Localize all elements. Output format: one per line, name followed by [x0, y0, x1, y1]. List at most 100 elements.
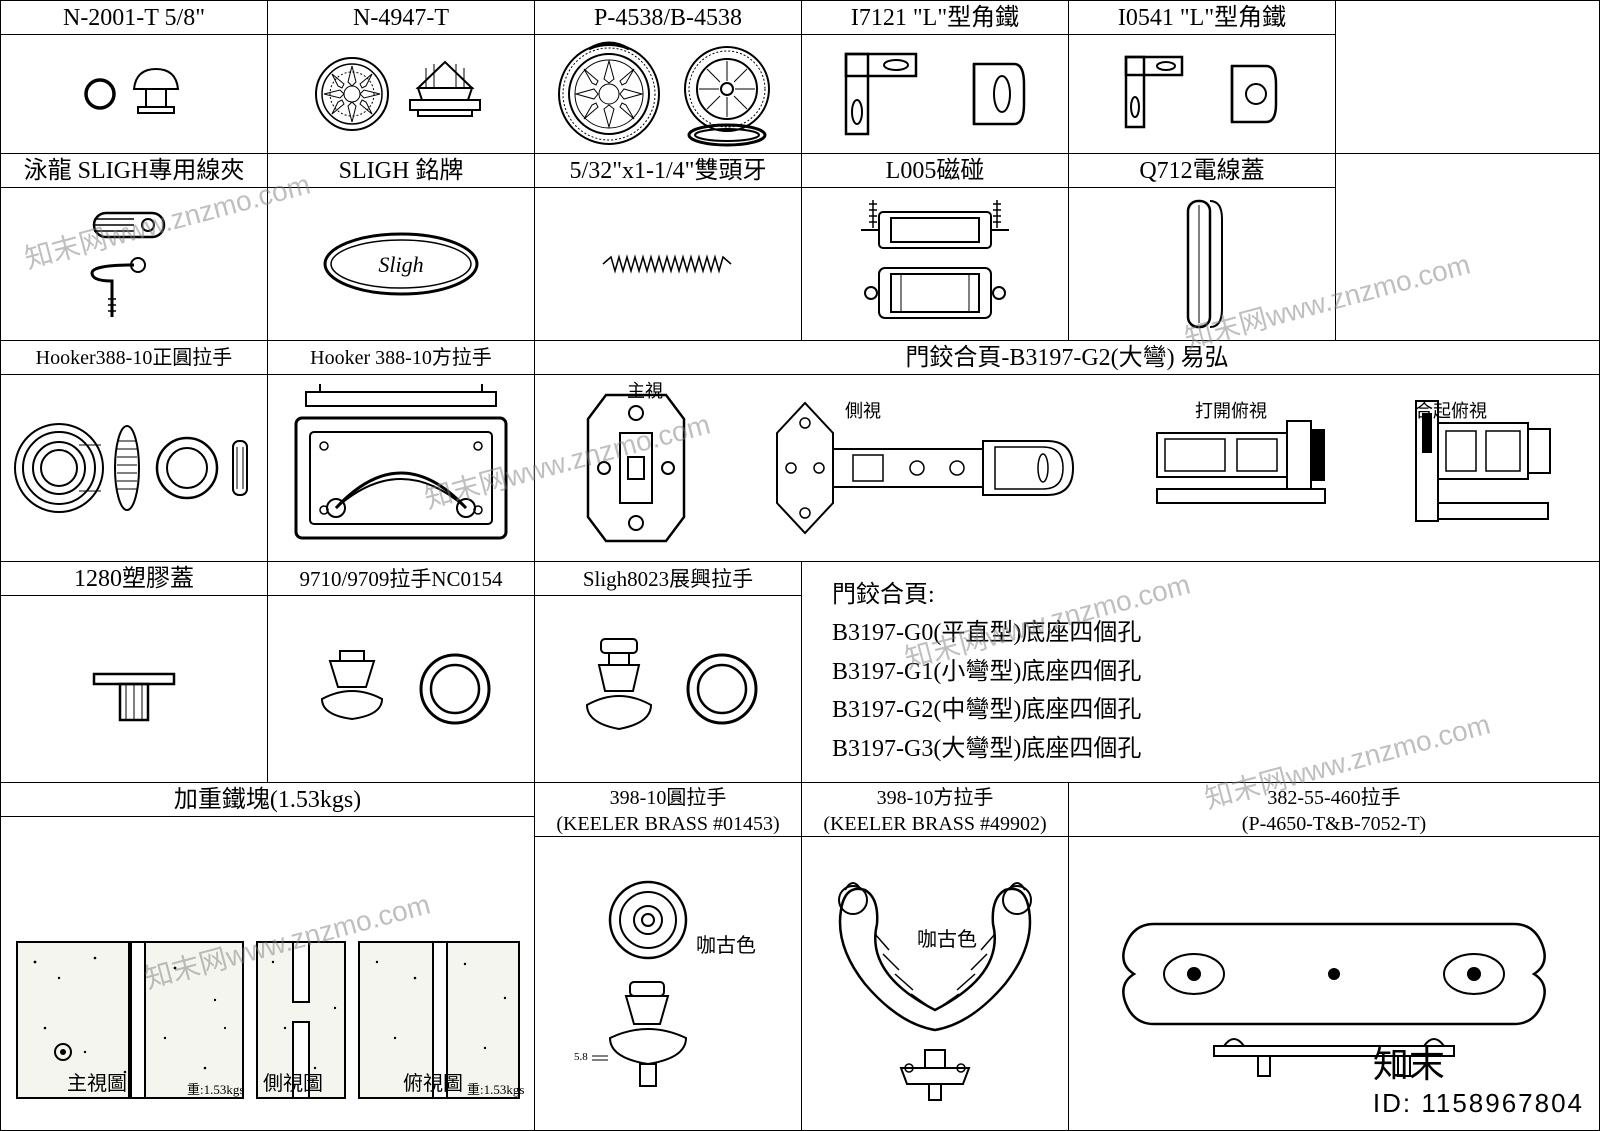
- wire-cover-icon: [1162, 189, 1242, 339]
- cell-hooker-round: Hooker388-10正圓拉手: [0, 340, 268, 562]
- hinge-list-4: B3197-G3(大彎型)底座四個孔: [832, 730, 1141, 768]
- title-hooker-square: Hooker 388-10方拉手: [268, 341, 534, 375]
- title-398-square-l2: (KEELER BRASS #49902): [802, 811, 1068, 837]
- title-wire-clip: 泳龍 SLIGH專用線夾: [1, 154, 267, 188]
- l-bracket-tab-b-icon: [1216, 54, 1286, 134]
- plastic-cap-icon: [64, 644, 204, 734]
- title-382-pull-l2: (P-4650-T&B-7052-T): [1069, 811, 1599, 837]
- body-1280-cap: [1, 596, 267, 782]
- body-hooker-square: [268, 375, 534, 561]
- title-hooker-round: Hooker388-10正圓拉手: [1, 341, 267, 375]
- cell-wire-clip: 泳龍 SLIGH專用線夾: [0, 153, 268, 341]
- cell-dowel-screw: 5/32"x1-1/4"雙頭牙: [534, 153, 802, 341]
- catalog-sheet: N-2001-T 5/8" N-4947-T: [0, 0, 1600, 1131]
- hinge-list-2: B3197-G1(小彎型)底座四個孔: [832, 653, 1141, 691]
- title-iron-block: 加重鐵塊(1.53kgs): [1, 783, 534, 817]
- cell-hinge-b3197: 門鉸合頁-B3197-G2(大彎) 易弘 主視 側視 打開俯視 合起俯視: [534, 340, 1600, 562]
- rosette-side-icon: [400, 54, 490, 134]
- id-mark-prefix: 知末: [1373, 1044, 1445, 1085]
- cell-hinge-list: 門鉸合頁: B3197-G0(平直型)底座四個孔 B3197-G1(小彎型)底座…: [801, 561, 1600, 783]
- title-398-round-l1: 398-10圓拉手: [535, 785, 801, 811]
- square-pull-icon: [276, 378, 526, 558]
- iron-lbl-main: 主視圖: [67, 1072, 127, 1095]
- cell-sligh-plate: SLIGH 銘牌 Sligh: [267, 153, 535, 341]
- magnet-catch-icon: [835, 194, 1035, 334]
- cell-r1-blank: [1335, 0, 1600, 154]
- hinge-list-heading: 門鉸合頁:: [832, 576, 935, 614]
- pull398s-label: 咖古色: [917, 928, 977, 951]
- l-bracket-b-icon: [1118, 49, 1208, 139]
- body-398-square: 咖古色: [802, 837, 1068, 1130]
- body-p4538: [535, 35, 801, 153]
- body-sligh8023: [535, 596, 801, 782]
- title-i0541: I0541 "L"型角鐵: [1069, 1, 1335, 35]
- knob-ring2-icon: [410, 644, 500, 734]
- body-n2001t: [1, 35, 267, 153]
- hinge-front-icon: [566, 383, 706, 553]
- body-398-round: 咖古色 5.8: [535, 837, 801, 1130]
- pull398r-label: 咖古色: [696, 934, 756, 957]
- cell-398-round: 398-10圓拉手 (KEELER BRASS #01453) 咖古色 5.8: [534, 782, 802, 1131]
- title-398-round-l2: (KEELER BRASS #01453): [535, 811, 801, 837]
- title-9710-pull: 9710/9709拉手NC0154: [268, 562, 534, 596]
- knob-ring-icon: [82, 76, 118, 112]
- pull-398-round-icon: 咖古色 5.8: [568, 864, 768, 1104]
- title-sligh8023: Sligh8023展興拉手: [535, 562, 801, 596]
- body-9710-pull: [268, 596, 534, 782]
- body-q712: [1069, 188, 1335, 340]
- dowel-screw-icon: [593, 249, 743, 279]
- body-hinge: 主視 側視 打開俯視 合起俯視: [535, 375, 1599, 561]
- ring-pull-alt-icon: [672, 39, 782, 149]
- title-382-pull-l1: 382-55-460拉手: [1069, 785, 1599, 811]
- sligh-oval-plate-icon: Sligh: [316, 224, 486, 304]
- iron-weight-2: 重:1.53kgs: [467, 1082, 524, 1097]
- knob-side2-icon: [302, 639, 402, 739]
- source-id-mark: 知末 ID: 1158967804: [1373, 1036, 1584, 1119]
- l-bracket-a-icon: [836, 44, 946, 144]
- hinge-lbl-side: 側視: [845, 397, 881, 423]
- title-1280-cap: 1280塑膠蓋: [1, 562, 267, 596]
- title-i7121: I7121 "L"型角鐵: [802, 1, 1068, 35]
- round-pull-icon: [9, 393, 259, 543]
- cell-n2001t: N-2001-T 5/8": [0, 0, 268, 154]
- pull-398-square-icon: 咖古色: [805, 854, 1065, 1114]
- body-iron-block: 主視圖 重:1.53kgs 側視圖 俯視圖 重:1.53kgs: [1, 817, 534, 1130]
- body-i7121: [802, 35, 1068, 153]
- title-sligh-plate: SLIGH 銘牌: [268, 154, 534, 188]
- title-n2001t: N-2001-T 5/8": [1, 1, 267, 35]
- title-q712: Q712電線蓋: [1069, 154, 1335, 188]
- hinge-list-1: B3197-G0(平直型)底座四個孔: [832, 614, 1141, 652]
- body-l005: [802, 188, 1068, 340]
- title-p4538: P-4538/B-4538: [535, 1, 801, 35]
- title-398-square: 398-10方拉手 (KEELER BRASS #49902): [802, 783, 1068, 837]
- cell-n4947t: N-4947-T: [267, 0, 535, 154]
- cell-p4538: P-4538/B-4538: [534, 0, 802, 154]
- sligh-plate-text: Sligh: [378, 252, 423, 277]
- knob-side-icon: [126, 59, 186, 129]
- hinge-list-body: 門鉸合頁: B3197-G0(平直型)底座四個孔 B3197-G1(小彎型)底座…: [802, 562, 1599, 782]
- iron-weight-1: 重:1.53kgs: [187, 1082, 244, 1097]
- title-398-round: 398-10圓拉手 (KEELER BRASS #01453): [535, 783, 801, 837]
- hinge-lbl-main: 主視: [627, 377, 663, 403]
- cell-9710-pull: 9710/9709拉手NC0154: [267, 561, 535, 783]
- l-bracket-tab-icon: [954, 44, 1034, 144]
- ring-pull-front-icon: [554, 39, 664, 149]
- hinge-lbl-close: 合起俯視: [1415, 397, 1487, 423]
- title-382-pull: 382-55-460拉手 (P-4650-T&B-7052-T): [1069, 783, 1599, 837]
- title-dowel-screw: 5/32"x1-1/4"雙頭牙: [535, 154, 801, 188]
- iron-block-views-icon: 主視圖 重:1.53kgs 側視圖 俯視圖 重:1.53kgs: [5, 828, 530, 1118]
- iron-lbl-side: 側視圖: [263, 1072, 323, 1095]
- cell-r2-blank: [1335, 153, 1600, 341]
- cell-q712: Q712電線蓋: [1068, 153, 1336, 341]
- svg-text:5.8: 5.8: [574, 1051, 588, 1063]
- cell-i0541: I0541 "L"型角鐵: [1068, 0, 1336, 154]
- hinge-side-icon: [757, 383, 1097, 553]
- wire-clip-icon: [64, 199, 204, 329]
- title-n4947t: N-4947-T: [268, 1, 534, 35]
- cell-iron-block: 加重鐵塊(1.53kgs): [0, 782, 535, 1131]
- cell-l005: L005磁碰: [801, 153, 1069, 341]
- cell-sligh8023: Sligh8023展興拉手: [534, 561, 802, 783]
- title-l005: L005磁碰: [802, 154, 1068, 188]
- id-mark-value: ID: 1158967804: [1373, 1088, 1584, 1118]
- hinge-list-3: B3197-G2(中彎型)底座四個孔: [832, 691, 1141, 729]
